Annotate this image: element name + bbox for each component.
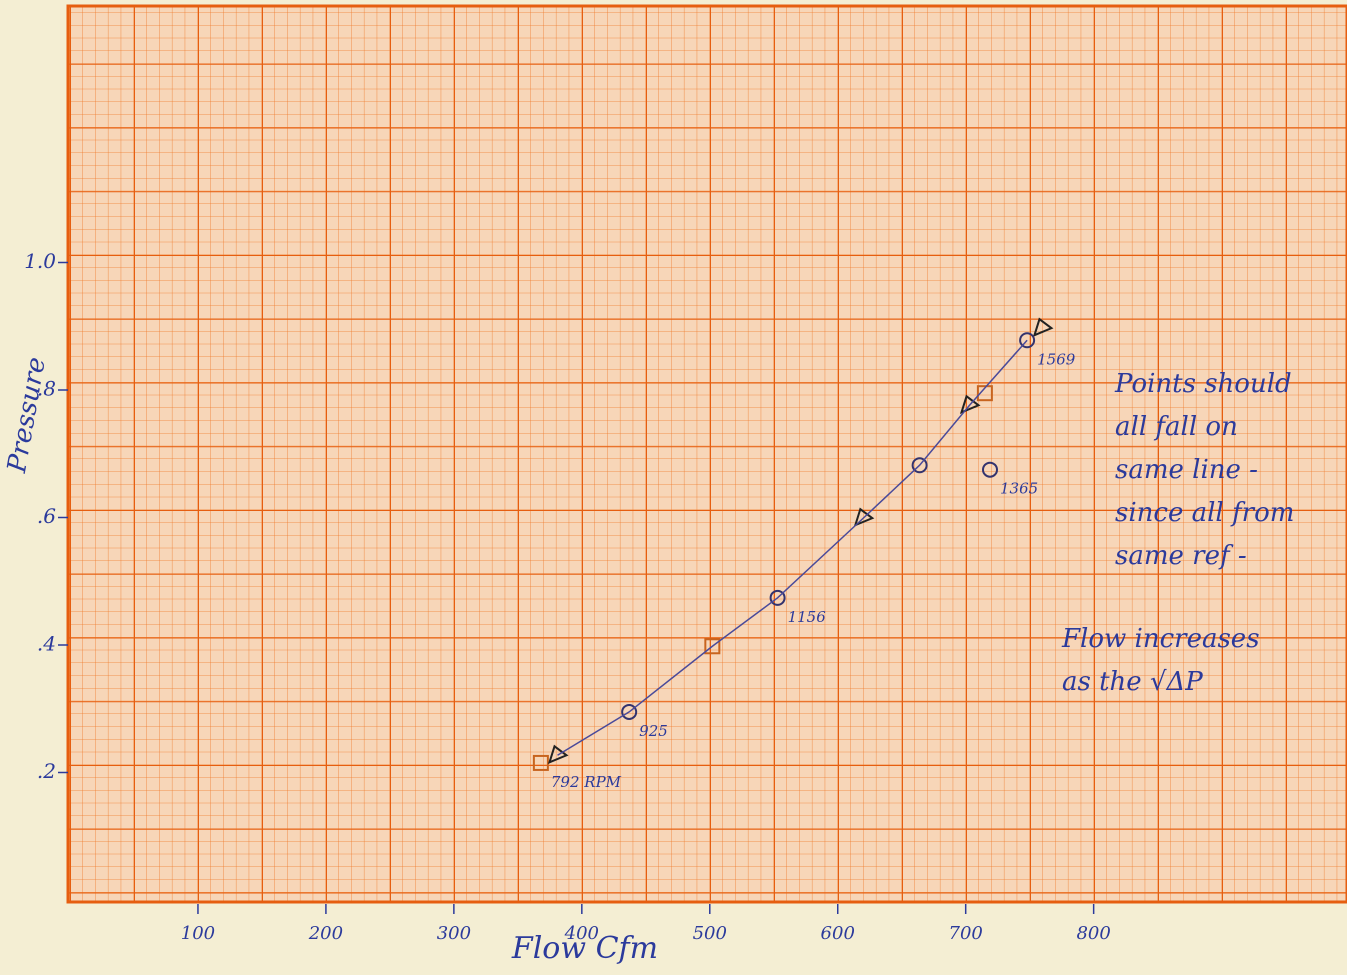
chart: Flow Cfm Pressure Points shouldall fall … xyxy=(0,0,1347,975)
major-grid xyxy=(68,6,1347,902)
annotation-line: Points should xyxy=(1114,369,1292,399)
annotation-line: all fall on xyxy=(1115,412,1238,442)
x-tick-label: 400 xyxy=(564,923,599,944)
y-tick-label: .6 xyxy=(37,504,56,528)
annotation-line: same ref - xyxy=(1115,541,1247,571)
y-tick-label: .4 xyxy=(37,632,56,656)
point-label: 1156 xyxy=(788,608,827,626)
point-label: 792 RPM xyxy=(551,773,622,791)
x-tick-label: 700 xyxy=(949,923,983,944)
annotation-line: Flow increases xyxy=(1061,624,1260,654)
annotation-line: as the √ΔP xyxy=(1062,667,1203,697)
y-tick-label: .8 xyxy=(37,377,56,401)
x-tick-label: 100 xyxy=(181,923,215,944)
point-label: 1569 xyxy=(1037,350,1076,368)
x-tick-label: 500 xyxy=(693,923,727,944)
point-label: 925 xyxy=(639,722,668,740)
x-tick-label: 300 xyxy=(437,923,471,944)
point-label: 1365 xyxy=(1000,480,1038,498)
x-tick-label: 600 xyxy=(821,923,855,944)
y-tick-label: 1.0 xyxy=(24,249,56,273)
x-tick-label: 200 xyxy=(308,923,343,944)
annotation-line: since all from xyxy=(1115,498,1294,528)
x-tick-label: 800 xyxy=(1076,923,1110,944)
y-tick-label: .2 xyxy=(37,759,56,783)
annotation-line: same line - xyxy=(1115,455,1258,485)
